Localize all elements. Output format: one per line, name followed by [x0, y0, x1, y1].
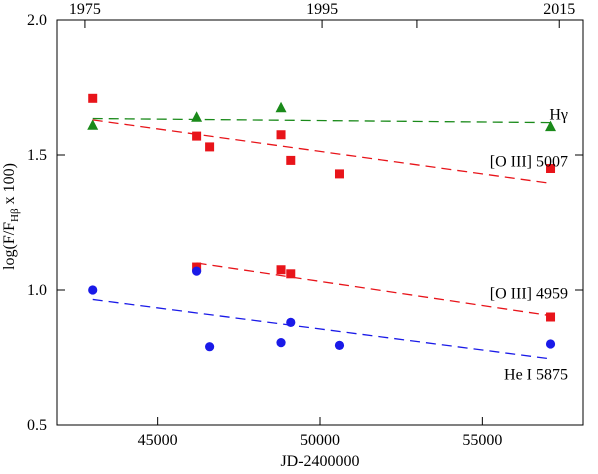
trend-line [92, 298, 551, 360]
series-0 [87, 101, 557, 132]
y-axis-title-sub: Hβ [9, 208, 21, 222]
y-tick-label: 1.0 [27, 282, 47, 299]
data-point [205, 142, 215, 152]
data-point [191, 111, 203, 122]
series-labels: Hγ [O III] 5007 [O III] 4959 He I 5875 [490, 107, 568, 384]
data-point [546, 164, 556, 173]
data-point [192, 266, 202, 276]
data-point [334, 340, 345, 350]
trend-line [196, 262, 551, 317]
x-axis-ticks: 45000 50000 55000 [138, 417, 502, 449]
y-axis-title: log(F/FHβ x 100) [1, 163, 21, 270]
data-point [205, 342, 215, 352]
data-point [334, 169, 344, 179]
data-point [276, 338, 286, 348]
series-label: [O III] 4959 [490, 286, 568, 303]
top-axis-ticks: 1975 1995 2015 [69, 1, 575, 28]
data-point [286, 269, 296, 279]
data-point [286, 317, 296, 327]
series-label: [O III] 5007 [490, 153, 568, 170]
data-point [192, 131, 202, 141]
data-point [87, 119, 99, 130]
plot-frame [56, 19, 584, 426]
top-tick-label: 2015 [543, 1, 575, 18]
data-point [275, 101, 287, 113]
plot-layer [87, 93, 557, 360]
axis-layer: 45000 50000 55000 0.5 1.0 1.5 2.0 1975 1995 201… [1, 1, 584, 470]
data-point [88, 285, 98, 295]
x-tick-label: 50000 [300, 432, 340, 449]
y-tick-label: 1.5 [27, 147, 47, 164]
data-point [88, 93, 98, 103]
x-axis-title: JD-2400000 [280, 453, 359, 470]
y-axis-ticks: 0.5 1.0 1.5 2.0 [27, 12, 583, 434]
y-axis-title-main: log(F/F [1, 222, 18, 270]
y-tick-label: 0.5 [27, 417, 47, 434]
y-axis-title-tail: x 100) [1, 163, 18, 208]
data-point [546, 312, 556, 322]
series-1 [88, 93, 556, 184]
data-point [286, 155, 296, 165]
series-3 [88, 266, 556, 360]
trend-line [92, 119, 551, 184]
data-point [276, 265, 286, 275]
y-tick-label: 2.0 [27, 12, 47, 29]
top-tick-label: 1975 [69, 1, 101, 18]
trend-line [92, 117, 551, 124]
data-point [545, 339, 556, 349]
series-label: He I 5875 [504, 367, 568, 384]
top-tick-label: 1995 [306, 1, 338, 18]
data-point [545, 120, 557, 132]
series-label: Hγ [549, 107, 568, 124]
x-tick-label: 45000 [138, 432, 178, 449]
data-point [276, 130, 286, 140]
x-tick-label: 55000 [462, 432, 502, 449]
